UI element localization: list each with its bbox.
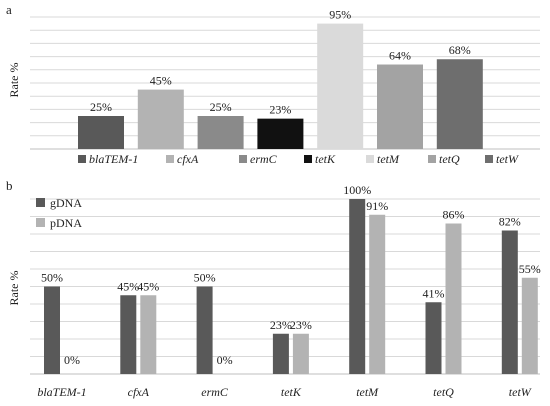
panel-a-legend-label: cfxA: [177, 152, 199, 166]
panel-b-chart: 50% 0% blaTEM-1 45%45% cfxA 50% 0% ermC 23%23% te…: [30, 183, 541, 399]
panel-b-data-label: 50%: [194, 271, 216, 285]
panel-b-legend-swatch: [36, 218, 45, 227]
panel-a-legend-label: tetW: [496, 152, 519, 166]
panel-a-legend-label: tetQ: [439, 152, 460, 166]
panel-b-bar-pDNA: [140, 295, 157, 374]
panel-a-chart: 25% 45% 25% 23% 95% 64% 68% blaTEM-1 cfxA ermC tet…: [30, 8, 540, 166]
panel-a-letter: a: [6, 2, 12, 17]
panel-a-legend-label: tetM: [377, 152, 400, 166]
panel-b-legend: gDNA pDNA: [36, 196, 82, 230]
panel-b-data-label: 23%: [270, 318, 292, 332]
panel-b-data-label: 23%: [290, 318, 312, 332]
panel-b-tick-label: cfxA: [128, 385, 150, 399]
panel-b-bar-gDNA: [501, 230, 518, 374]
panel-b-tick-label: ermC: [201, 385, 229, 399]
panel-b-bar-gDNA: [196, 286, 213, 374]
panel-b-data-label: 0%: [64, 353, 80, 367]
panel-b-data-label: 100%: [343, 183, 371, 197]
panel-a-data-label: 64%: [389, 49, 411, 63]
panel-b-bar-gDNA: [349, 199, 366, 374]
panel-a-legend: blaTEM-1 cfxA ermC tetK tetM tetQ tetW: [78, 152, 519, 166]
panel-a-legend-swatch: [166, 155, 174, 163]
panel-b-bar-pDNA: [445, 223, 462, 374]
panel-b-bar-gDNA: [425, 302, 442, 374]
panel-a-bar: [436, 59, 483, 149]
panel-a-ylabel: Rate %: [7, 63, 21, 98]
panel-b-legend-label: pDNA: [50, 216, 82, 230]
panel-b-bar-pDNA: [292, 333, 309, 374]
panel-a-data-label: 68%: [449, 43, 471, 57]
panel-a-data-label: 25%: [90, 100, 112, 114]
panel-b-tick-label: blaTEM-1: [37, 385, 86, 399]
panel-a-legend-swatch: [366, 155, 374, 163]
panel-a-bar: [317, 23, 364, 150]
panel-a-bar: [137, 89, 184, 149]
panel-b-data-label: 91%: [366, 199, 388, 213]
panel-b-tick-label: tetK: [281, 385, 302, 399]
panel-b-legend-swatch: [36, 198, 45, 207]
panel-b-data-label: 45%: [117, 279, 139, 293]
panel-b-tick-label: tetQ: [433, 385, 454, 399]
panel-b-tick-label: tetW: [509, 385, 532, 399]
panel-a-legend-swatch: [239, 155, 247, 163]
panel-a-bar: [257, 118, 304, 149]
panel-a-legend-swatch: [78, 155, 86, 163]
panel-a-bar: [197, 116, 244, 149]
panel-a-data-label: 95%: [329, 8, 351, 22]
panel-a-data-label: 45%: [150, 74, 172, 88]
panel-a-legend-swatch: [428, 155, 436, 163]
panel-a-bar: [377, 64, 423, 149]
panel-b-bar-gDNA: [120, 295, 137, 374]
panel-a-legend-label: ermC: [250, 152, 278, 166]
panel-b-data-label: 86%: [443, 208, 465, 222]
panel-a-bar: [78, 116, 124, 149]
panel-b-tick-label: tetM: [356, 385, 379, 399]
panel-b-bar-pDNA: [369, 214, 386, 374]
panel-a-legend-swatch: [304, 155, 312, 163]
panel-b-bar-pDNA: [521, 277, 538, 374]
panel-b-data-label: 41%: [423, 286, 445, 300]
panel-a-legend-label: blaTEM-1: [89, 152, 138, 166]
panel-b-data-label: 82%: [499, 215, 521, 229]
panel-a-legend-label: tetK: [315, 152, 336, 166]
panel-b-letter: b: [6, 178, 13, 193]
panel-b-ylabel: Rate %: [7, 271, 21, 306]
panel-a-data-label: 23%: [269, 103, 291, 117]
panel-a-legend-swatch: [485, 155, 493, 163]
panel-b-data-label: 50%: [41, 271, 63, 285]
panel-b-legend-label: gDNA: [50, 196, 82, 210]
panel-b-bar-gDNA: [44, 286, 60, 374]
panel-b-data-label: 55%: [519, 262, 541, 276]
panel-b-data-label: 0%: [217, 353, 233, 367]
panel-b-bar-gDNA: [272, 333, 289, 374]
panel-a-data-label: 25%: [210, 100, 232, 114]
panel-b-data-label: 45%: [137, 279, 159, 293]
